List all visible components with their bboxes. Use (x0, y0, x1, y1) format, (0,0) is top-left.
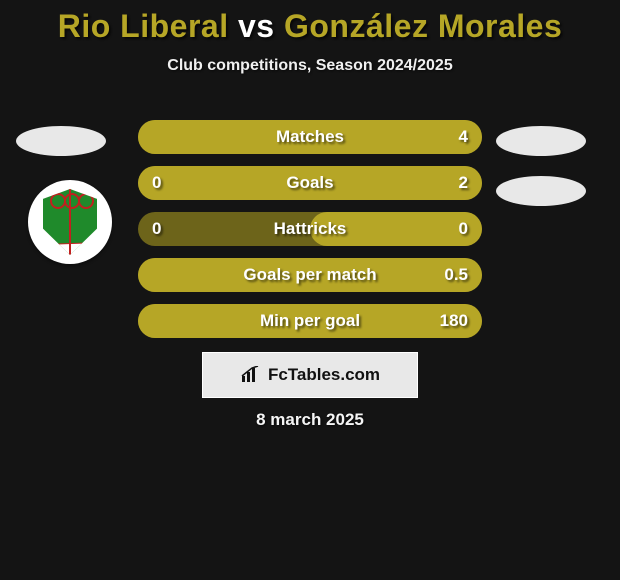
stat-value-right: 2 (459, 173, 468, 193)
source-logo: FcTables.com (202, 352, 418, 398)
source-logo-text: FcTables.com (268, 365, 380, 385)
stat-value-left: 0 (152, 173, 161, 193)
stat-row: Min per goal 180 (138, 304, 482, 338)
player2-chip (496, 126, 586, 156)
player1-name: Rio Liberal (58, 8, 229, 44)
stat-label: Goals per match (243, 265, 376, 285)
stat-label: Matches (276, 127, 344, 147)
club-badge (28, 180, 112, 264)
stat-label: Goals (286, 173, 333, 193)
subtitle: Club competitions, Season 2024/2025 (0, 57, 620, 75)
player1-chip (16, 126, 106, 156)
stat-label: Min per goal (260, 311, 360, 331)
stat-value-right: 4 (459, 127, 468, 147)
stat-label: Hattricks (274, 219, 347, 239)
player2-chip-secondary (496, 176, 586, 206)
club-crest (40, 189, 100, 255)
stat-row: Goals per match 0.5 (138, 258, 482, 292)
stat-row: Matches 4 (138, 120, 482, 154)
player2-name: González Morales (284, 8, 562, 44)
stat-row: Goals 0 2 (138, 166, 482, 200)
stat-bars: Matches 4 Goals 0 2 Hattricks 0 0 Goals per matc… (138, 120, 482, 350)
stat-value-right: 0 (459, 219, 468, 239)
bar-chart-icon (240, 366, 262, 384)
stat-value-left: 0 (152, 219, 161, 239)
date-label: 8 march 2025 (0, 410, 620, 430)
stat-value-right: 0.5 (444, 265, 468, 285)
page-title: Rio Liberal vs González Morales (0, 0, 620, 45)
comparison-card: Rio Liberal vs González Morales Club com… (0, 0, 620, 580)
title-vs: vs (238, 8, 275, 44)
stat-value-right: 180 (440, 311, 468, 331)
stat-row: Hattricks 0 0 (138, 212, 482, 246)
